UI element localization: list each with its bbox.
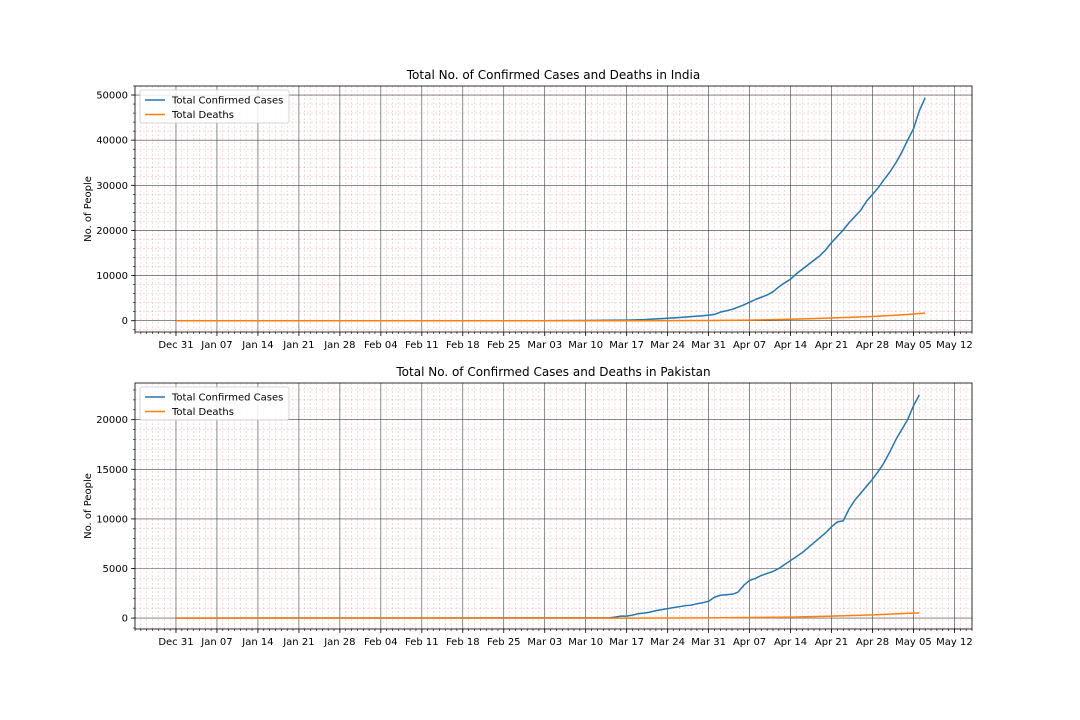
x-tick-label: Jan 28 (323, 340, 355, 351)
x-tick-label: Dec 31 (158, 637, 193, 648)
series-line-1 (175, 312, 926, 322)
y-tick-label: 10000 (96, 514, 128, 525)
x-tick-label: Jan 07 (200, 340, 232, 351)
legend-box (139, 386, 290, 421)
x-tick-label: Mar 31 (691, 340, 726, 351)
x-tick-label: Jan 28 (323, 637, 355, 648)
x-tick-label: Apr 21 (815, 340, 848, 351)
series-lines (175, 394, 920, 619)
axes-frame (134, 85, 973, 333)
x-tick-label: Jan 14 (241, 637, 273, 648)
x-tick-label: Mar 17 (609, 340, 644, 351)
y-tick-label: 20000 (96, 415, 128, 426)
x-tick-label: Apr 21 (815, 637, 848, 648)
subplot-0: Dec 31 Jan 07 Jan 14 Jan 21 Jan 28 Feb 04 Feb … (83, 68, 973, 351)
legend: Total Confirmed Cases Total Deaths (139, 386, 290, 421)
y-ticks: 0 5000 10000 15000 20000 (96, 389, 135, 629)
y-tick-label: 10000 (96, 271, 128, 282)
x-tick-label: Jan 21 (282, 637, 314, 648)
x-tick-label: Feb 11 (405, 637, 439, 648)
y-tick-label: 5000 (103, 564, 128, 575)
legend: Total Confirmed Cases Total Deaths (139, 89, 290, 124)
subplot-1: Dec 31 Jan 07 Jan 14 Jan 21 Jan 28 Feb 04 Feb … (83, 365, 973, 648)
x-tick-label: Feb 25 (487, 637, 521, 648)
x-tick-label: Apr 14 (774, 340, 807, 351)
x-tick-label: Feb 11 (405, 340, 439, 351)
x-tick-label: Feb 18 (446, 637, 480, 648)
legend-label-0: Total Confirmed Cases (171, 393, 283, 404)
x-tick-label: Feb 04 (364, 637, 398, 648)
x-ticks: Dec 31 Jan 07 Jan 14 Jan 21 Jan 28 Feb 04 Feb … (134, 629, 973, 648)
x-tick-label: Mar 10 (568, 637, 603, 648)
x-tick-label: Mar 24 (650, 637, 685, 648)
x-tick-label: Feb 25 (487, 340, 521, 351)
major-grid (135, 383, 972, 629)
y-axis-label: No. of People (83, 176, 94, 242)
x-tick-label: Mar 03 (527, 340, 562, 351)
x-tick-label: Dec 31 (158, 340, 193, 351)
y-tick-label: 30000 (96, 181, 128, 192)
y-tick-label: 0 (122, 316, 128, 327)
x-tick-label: Feb 18 (446, 340, 480, 351)
x-tick-label: Jan 07 (200, 637, 232, 648)
y-tick-label: 0 (122, 614, 128, 625)
y-tick-label: 50000 (96, 91, 128, 102)
y-tick-label: 20000 (96, 226, 128, 237)
y-tick-label: 15000 (96, 465, 128, 476)
x-tick-label: Apr 28 (856, 340, 889, 351)
x-tick-label: Mar 03 (527, 637, 562, 648)
x-tick-label: Mar 31 (691, 637, 726, 648)
legend-box (139, 89, 290, 124)
chart-title: Total No. of Confirmed Cases and Deaths … (395, 365, 710, 379)
x-tick-label: May 05 (895, 340, 932, 351)
y-tick-label: 40000 (96, 136, 128, 147)
x-tick-label: Apr 28 (856, 637, 889, 648)
x-tick-label: Feb 04 (364, 340, 398, 351)
x-tick-label: Apr 07 (733, 637, 766, 648)
x-tick-label: Jan 21 (282, 340, 314, 351)
series-lines (175, 97, 926, 322)
series-line-0 (175, 394, 920, 619)
axes-frame (134, 382, 973, 630)
chart-title: Total No. of Confirmed Cases and Deaths … (406, 68, 700, 82)
x-tick-label: May 05 (895, 637, 932, 648)
series-line-0 (175, 97, 926, 322)
legend-label-1: Total Deaths (171, 407, 234, 418)
legend-label-0: Total Confirmed Cases (171, 96, 283, 107)
legend-label-1: Total Deaths (171, 110, 234, 121)
x-tick-label: Apr 14 (774, 637, 807, 648)
x-tick-label: May 12 (936, 637, 973, 648)
x-ticks: Dec 31 Jan 07 Jan 14 Jan 21 Jan 28 Feb 04 Feb … (134, 332, 973, 351)
x-tick-label: Mar 24 (650, 340, 685, 351)
x-tick-label: May 12 (936, 340, 973, 351)
major-grid (135, 86, 972, 332)
series-line-1 (175, 612, 920, 619)
x-tick-label: Mar 10 (568, 340, 603, 351)
y-ticks: 0 10000 20000 30000 40000 50000 (96, 85, 135, 331)
x-tick-label: Jan 14 (241, 340, 273, 351)
y-axis-label: No. of People (83, 473, 94, 539)
x-tick-label: Mar 17 (609, 637, 644, 648)
x-tick-label: Apr 07 (733, 340, 766, 351)
